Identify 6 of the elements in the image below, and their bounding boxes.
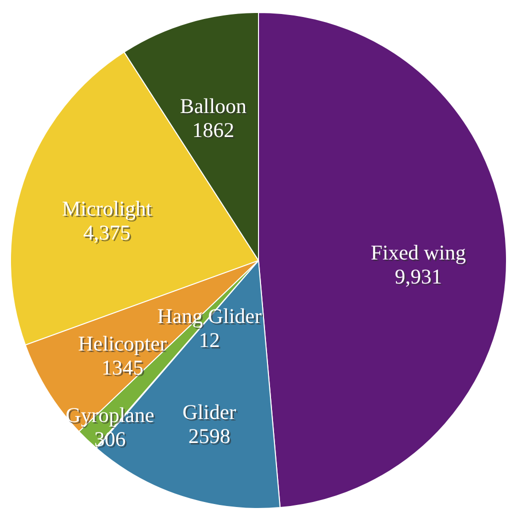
data-label: 9,931 <box>396 266 444 290</box>
data-label: 12 <box>198 328 220 352</box>
data-label: 1862 <box>194 120 236 144</box>
data-label: 1345 <box>102 357 145 382</box>
data-label: 2598 <box>190 425 232 450</box>
data-label: 4,375 <box>84 222 132 246</box>
